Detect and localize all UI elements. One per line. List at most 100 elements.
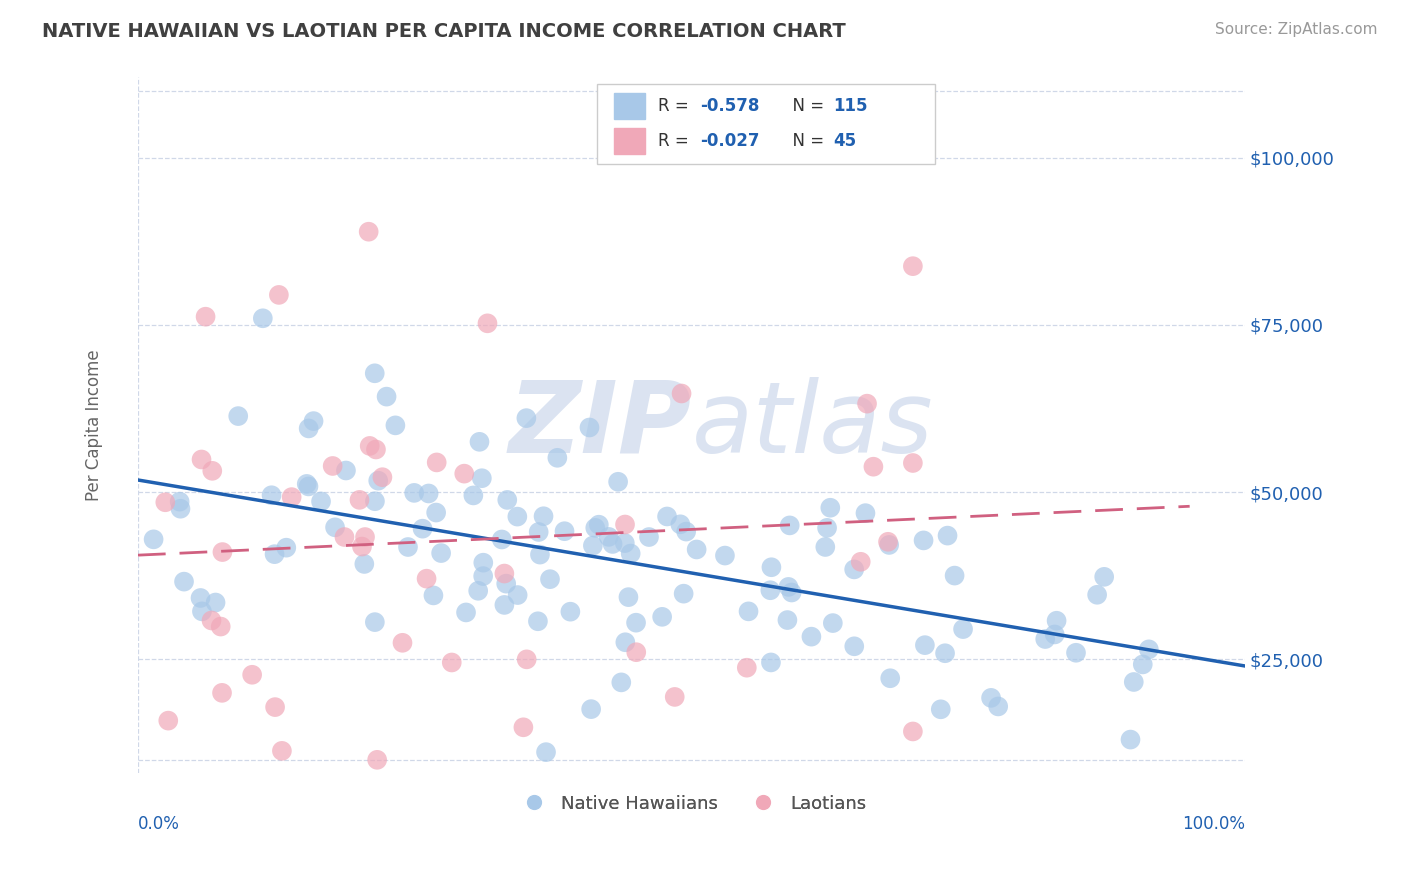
Point: [384, 418, 406, 433]
Point: [271, 744, 294, 758]
Point: [350, 540, 373, 554]
Point: [780, 585, 803, 599]
Point: [201, 464, 224, 478]
Point: [333, 530, 356, 544]
Point: [1085, 588, 1108, 602]
Point: [453, 467, 475, 481]
Point: [468, 434, 491, 449]
Point: [901, 724, 924, 739]
Point: [529, 548, 551, 562]
Point: [506, 588, 529, 602]
Text: 115: 115: [834, 97, 868, 115]
Point: [849, 555, 872, 569]
Point: [240, 667, 263, 681]
Point: [491, 533, 513, 547]
Point: [800, 630, 823, 644]
Point: [495, 576, 517, 591]
Text: N =: N =: [782, 97, 830, 115]
Text: 0.0%: 0.0%: [138, 815, 180, 833]
Point: [554, 524, 576, 539]
Point: [477, 316, 499, 330]
Point: [322, 458, 344, 473]
Point: [912, 533, 935, 548]
Point: [610, 675, 633, 690]
Point: [759, 656, 782, 670]
Point: [280, 490, 302, 504]
Point: [494, 566, 516, 581]
Point: [901, 259, 924, 273]
Point: [980, 690, 1002, 705]
Point: [578, 420, 600, 434]
Point: [364, 442, 387, 457]
Point: [169, 501, 191, 516]
Point: [157, 714, 180, 728]
Point: [252, 311, 274, 326]
Point: [276, 541, 298, 555]
Point: [672, 587, 695, 601]
Point: [533, 509, 555, 524]
Point: [737, 604, 759, 618]
Point: [226, 409, 249, 423]
Point: [815, 521, 838, 535]
Point: [391, 636, 413, 650]
Point: [515, 411, 537, 425]
Text: ZIP: ZIP: [509, 376, 692, 474]
Point: [472, 569, 495, 583]
Point: [357, 225, 380, 239]
Point: [364, 494, 387, 508]
Point: [1119, 732, 1142, 747]
Point: [454, 606, 477, 620]
Point: [200, 614, 222, 628]
Point: [669, 517, 692, 532]
Point: [512, 720, 534, 734]
Point: [209, 619, 232, 633]
Point: [364, 366, 387, 380]
Point: [560, 605, 582, 619]
Point: [298, 421, 321, 435]
Point: [671, 386, 693, 401]
Point: [598, 530, 620, 544]
Point: [1137, 642, 1160, 657]
Point: [914, 638, 936, 652]
Text: 100.0%: 100.0%: [1182, 815, 1246, 833]
Point: [353, 557, 375, 571]
Point: [943, 568, 966, 582]
Point: [1132, 657, 1154, 672]
Point: [494, 598, 516, 612]
Point: [155, 495, 177, 509]
Point: [354, 530, 377, 544]
Bar: [614, 128, 645, 154]
Point: [546, 450, 568, 465]
Point: [359, 439, 381, 453]
Point: [614, 517, 637, 532]
Point: [862, 459, 884, 474]
Point: [855, 506, 877, 520]
Point: [426, 455, 449, 469]
Text: atlas: atlas: [692, 376, 934, 474]
Point: [1043, 627, 1066, 641]
Legend: Native Hawaiians, Laotians: Native Hawaiians, Laotians: [509, 788, 875, 820]
Point: [856, 397, 879, 411]
Point: [952, 622, 974, 636]
Point: [929, 702, 952, 716]
Point: [1122, 675, 1144, 690]
Point: [295, 477, 318, 491]
Point: [467, 583, 489, 598]
Point: [418, 486, 440, 500]
Point: [1092, 570, 1115, 584]
Point: [260, 488, 283, 502]
Point: [877, 538, 900, 552]
Point: [211, 686, 233, 700]
Point: [655, 509, 678, 524]
Point: [534, 745, 557, 759]
Point: [779, 518, 801, 533]
Point: [415, 572, 437, 586]
Point: [620, 547, 643, 561]
Point: [335, 463, 357, 477]
Text: -0.027: -0.027: [700, 132, 759, 150]
Point: [583, 521, 606, 535]
Point: [463, 488, 485, 502]
Point: [664, 690, 686, 704]
Point: [626, 645, 648, 659]
Point: [613, 536, 636, 550]
